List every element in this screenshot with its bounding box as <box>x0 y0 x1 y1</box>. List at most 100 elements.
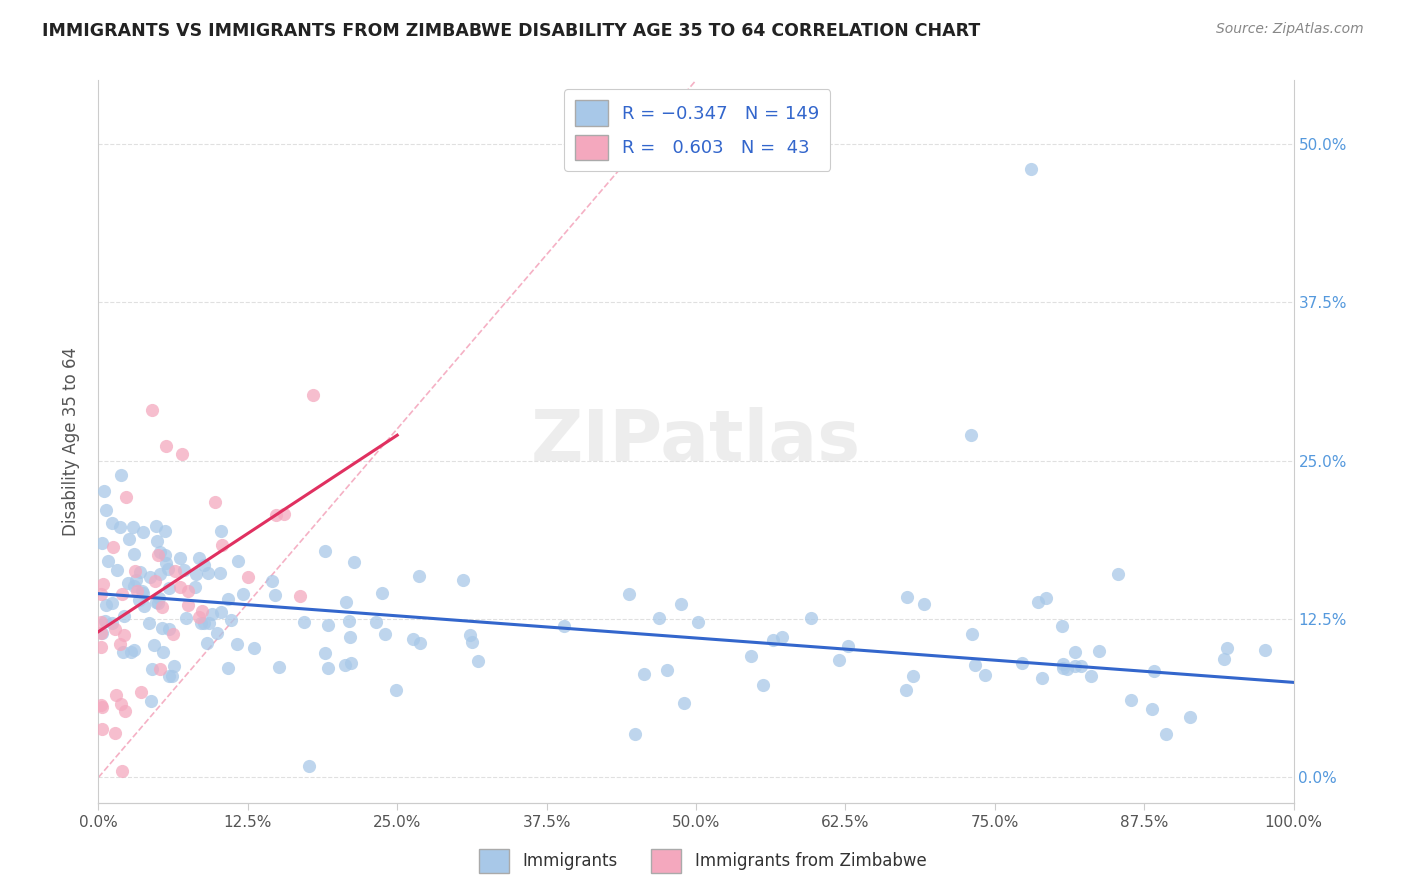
Point <box>125 573 148 587</box>
Point <box>108 637 131 651</box>
Point <box>101 615 124 630</box>
Point <box>1213 652 1236 666</box>
Point <box>162 627 184 641</box>
Point <box>669 598 692 612</box>
Point <box>104 623 127 637</box>
Point <box>104 725 127 739</box>
Point <box>205 626 228 640</box>
Point <box>553 619 575 633</box>
Point <box>94 502 117 516</box>
Point <box>121 519 143 533</box>
Point <box>138 616 160 631</box>
Point <box>467 654 489 668</box>
Point <box>1070 658 1092 673</box>
Point <box>624 727 647 741</box>
Point <box>186 567 208 582</box>
Point <box>619 587 641 601</box>
Y-axis label: Disability Age 35 to 64: Disability Age 35 to 64 <box>62 347 80 536</box>
Point <box>152 645 174 659</box>
Point <box>1011 656 1033 670</box>
Point <box>1035 591 1057 605</box>
Point <box>105 688 128 702</box>
Point <box>209 524 232 539</box>
Point <box>217 661 239 675</box>
Point <box>297 758 319 772</box>
Point <box>93 484 115 499</box>
Point <box>155 438 177 452</box>
Point <box>339 656 361 670</box>
Point <box>209 605 232 619</box>
Point <box>153 524 176 538</box>
Point <box>273 508 295 522</box>
Point <box>314 544 336 558</box>
Point <box>117 575 139 590</box>
Point <box>157 668 180 682</box>
Point <box>146 533 169 548</box>
Point <box>335 595 357 609</box>
Point <box>190 615 212 630</box>
Point <box>337 614 360 628</box>
Point <box>149 662 172 676</box>
Point <box>176 598 198 612</box>
Point <box>90 587 112 601</box>
Point <box>1080 669 1102 683</box>
Point <box>655 663 678 677</box>
Point <box>94 615 117 629</box>
Point <box>762 632 785 647</box>
Point <box>101 516 124 531</box>
Point <box>90 626 112 640</box>
Point <box>149 566 172 581</box>
Point <box>912 597 935 611</box>
Point <box>110 698 132 712</box>
Point <box>219 613 242 627</box>
Point <box>129 685 152 699</box>
Point <box>896 591 918 605</box>
Point <box>894 682 917 697</box>
Point <box>150 621 173 635</box>
Point <box>217 592 239 607</box>
Point <box>163 659 186 673</box>
Point <box>145 595 167 609</box>
Point <box>101 596 124 610</box>
Point <box>134 599 156 613</box>
Point <box>195 636 218 650</box>
Point <box>169 550 191 565</box>
Point <box>90 615 112 629</box>
Point <box>243 640 266 655</box>
Point <box>153 548 176 562</box>
Point <box>1064 658 1087 673</box>
Point <box>91 722 114 736</box>
Point <box>91 536 114 550</box>
Point <box>146 596 169 610</box>
Point <box>115 490 138 504</box>
Point <box>1154 727 1177 741</box>
Point <box>124 564 146 578</box>
Point <box>156 562 179 576</box>
Point <box>112 644 135 658</box>
Point <box>339 631 361 645</box>
Point <box>155 556 177 570</box>
Point <box>1087 643 1109 657</box>
Point <box>132 524 155 539</box>
Point <box>162 669 184 683</box>
Point <box>1064 645 1087 659</box>
Point <box>1026 595 1049 609</box>
Point <box>740 649 762 664</box>
Point <box>94 598 117 612</box>
Point <box>145 518 167 533</box>
Point <box>837 639 859 653</box>
Point <box>141 402 163 417</box>
Point <box>193 558 215 573</box>
Point <box>1052 619 1074 633</box>
Point <box>770 630 793 644</box>
Point <box>114 704 136 718</box>
Point <box>107 564 129 578</box>
Point <box>174 611 197 625</box>
Text: IMMIGRANTS VS IMMIGRANTS FROM ZIMBABWE DISABILITY AGE 35 TO 64 CORRELATION CHART: IMMIGRANTS VS IMMIGRANTS FROM ZIMBABWE D… <box>42 22 980 40</box>
Point <box>316 618 339 632</box>
Point <box>1056 662 1078 676</box>
Point <box>197 566 219 581</box>
Point <box>302 388 325 402</box>
Point <box>131 585 153 599</box>
Point <box>97 554 120 568</box>
